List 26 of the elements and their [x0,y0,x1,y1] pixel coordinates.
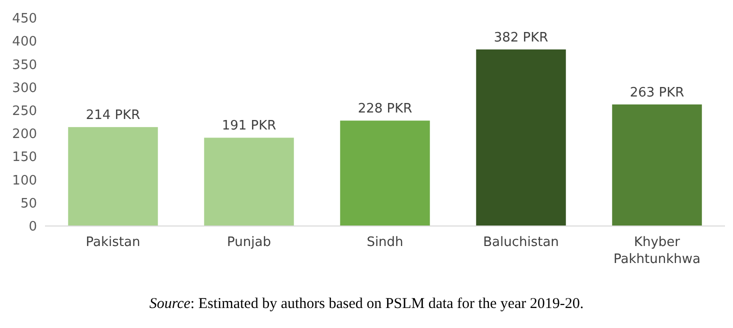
data-label: 214 PKR [86,108,140,124]
y-tick-label: 250 [12,104,37,119]
bar [612,104,702,226]
data-label: 228 PKR [358,102,412,117]
bar [204,138,294,226]
y-tick-label: 400 [12,34,37,50]
y-tick-label: 200 [12,127,37,142]
x-tick-label: Sindh [366,235,404,250]
source-note: Source: Estimated by authors based on PSLM data for the year 2019-20. [149,296,584,312]
data-label: 191 PKR [222,118,276,134]
y-tick-label: 300 [12,80,37,96]
x-tick-label: Khyber Pakhtunkhwa [614,235,700,267]
y-tick-label: 100 [12,173,37,188]
y-tick-label: 0 [28,220,37,235]
bar [68,127,158,226]
y-tick-label: 150 [12,150,37,166]
bar [476,49,566,226]
y-tick-label: 450 [12,12,37,27]
bar [340,120,430,226]
data-label: 382 PKR [494,30,548,46]
y-tick-label: 350 [12,58,37,73]
x-tick-label: Punjab [227,235,271,250]
x-tick-label: Baluchistan [483,235,559,250]
data-label: 263 PKR [630,85,684,100]
x-tick-label: Pakistan [86,235,140,250]
y-tick-label: 50 [20,196,37,212]
